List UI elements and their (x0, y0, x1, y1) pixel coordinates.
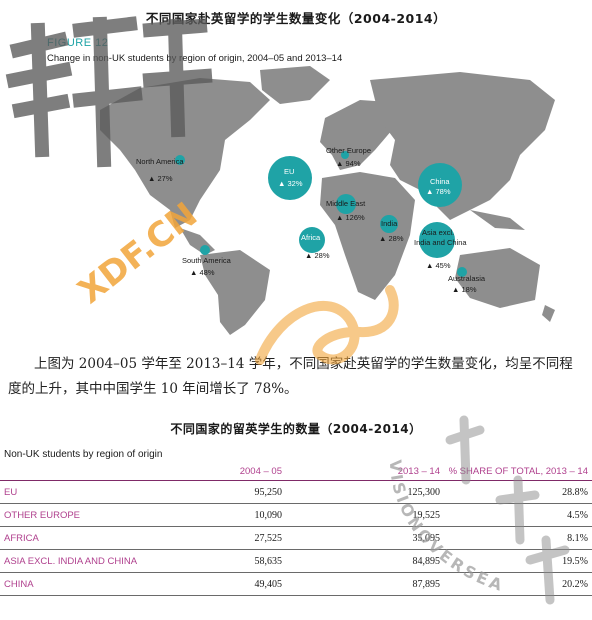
value-2013-cell: 125,300 (286, 480, 444, 504)
region-cell: ASIA EXCL. INDIA AND CHINA (0, 549, 208, 573)
bubble-africa (299, 227, 325, 253)
col-region-header (0, 464, 208, 481)
label-north-america: North America (136, 157, 184, 166)
value-2004-cell: 58,635 (208, 549, 286, 573)
label-china: China (430, 177, 450, 186)
bubble-north-america (175, 155, 185, 165)
page-title: 不同国家赴英留学的学生数量变化（2004-2014） (145, 11, 447, 26)
share-cell: 4.5% (444, 503, 592, 527)
bubble-middle-east (336, 194, 356, 214)
bubble-australasia (457, 267, 467, 277)
table-row: ASIA EXCL. INDIA AND CHINA 58,635 84,895… (0, 549, 592, 573)
figure-label: FIGURE 12 (47, 37, 109, 49)
label-eu: EU (284, 167, 294, 176)
bubble-china (418, 163, 462, 207)
bubble-eu (268, 156, 312, 200)
value-2004-cell: 10,090 (208, 503, 286, 527)
world-map: North America ▲ 27% EU ▲ 32% Other Europ… (100, 66, 555, 335)
label-asia-excl-line2: India and China (414, 238, 467, 247)
label-asia-excl: Asia excl. (422, 228, 454, 237)
share-cell: 8.1% (444, 526, 592, 550)
label-australasia: Australasia (448, 274, 486, 283)
change-australasia: ▲ 18% (452, 285, 477, 294)
label-africa: Africa (301, 233, 321, 242)
table-header-row: 2004 – 05 2013 – 14 % SHARE OF TOTAL, 20… (0, 464, 592, 481)
col-2004-header: 2004 – 05 (208, 464, 286, 481)
body-paragraph: 上图为 2004–05 学年至 2013–14 学年，不同国家赴英留学的学生数量… (8, 356, 573, 397)
change-north-america: ▲ 27% (148, 174, 173, 183)
region-cell: AFRICA (0, 526, 208, 550)
change-india: ▲ 28% (379, 234, 404, 243)
change-africa: ▲ 28% (305, 251, 330, 260)
change-middle-east: ▲ 126% (336, 213, 365, 222)
table-row: EU 95,250 125,300 28.8% (0, 480, 592, 504)
table-row: OTHER EUROPE 10,090 19,525 4.5% (0, 503, 592, 527)
share-cell: 28.8% (444, 480, 592, 504)
share-cell: 20.2% (444, 572, 592, 596)
table-row: AFRICA 27,525 35,095 8.1% (0, 526, 592, 550)
label-middle-east: Middle East (326, 199, 366, 208)
col-share-header: % SHARE OF TOTAL, 2013 – 14 (444, 464, 592, 481)
value-2004-cell: 49,405 (208, 572, 286, 596)
value-2013-cell: 84,895 (286, 549, 444, 573)
region-cell: EU (0, 480, 208, 504)
region-cell: CHINA (0, 572, 208, 596)
bubble-south-america (200, 245, 210, 255)
value-2004-cell: 95,250 (208, 480, 286, 504)
bubble-other-europe (341, 151, 349, 159)
table-title: 不同国家的留英学生的数量（2004-2014） (170, 422, 422, 436)
students-table: 2004 – 05 2013 – 14 % SHARE OF TOTAL, 20… (0, 464, 592, 596)
value-2013-cell: 19,525 (286, 503, 444, 527)
share-cell: 19.5% (444, 549, 592, 573)
change-china: ▲ 78% (426, 187, 451, 196)
bubble-india (380, 215, 398, 233)
value-2013-cell: 87,895 (286, 572, 444, 596)
label-india: India (381, 219, 398, 228)
change-south-america: ▲ 48% (190, 268, 215, 277)
region-cell: OTHER EUROPE (0, 503, 208, 527)
change-eu: ▲ 32% (278, 179, 303, 188)
value-2013-cell: 35,095 (286, 526, 444, 550)
table-row: CHINA 49,405 87,895 20.2% (0, 572, 592, 596)
label-other-europe: Other Europe (326, 146, 371, 155)
label-south-america: South America (182, 256, 232, 265)
region-bubbles (175, 151, 467, 277)
bubble-asia-excl (419, 222, 455, 258)
change-asia-excl: ▲ 45% (426, 261, 451, 270)
change-other-europe: ▲ 94% (336, 159, 361, 168)
table-caption: Non-UK students by region of origin (4, 449, 163, 460)
col-2013-header: 2013 – 14 (286, 464, 444, 481)
value-2004-cell: 27,525 (208, 526, 286, 550)
